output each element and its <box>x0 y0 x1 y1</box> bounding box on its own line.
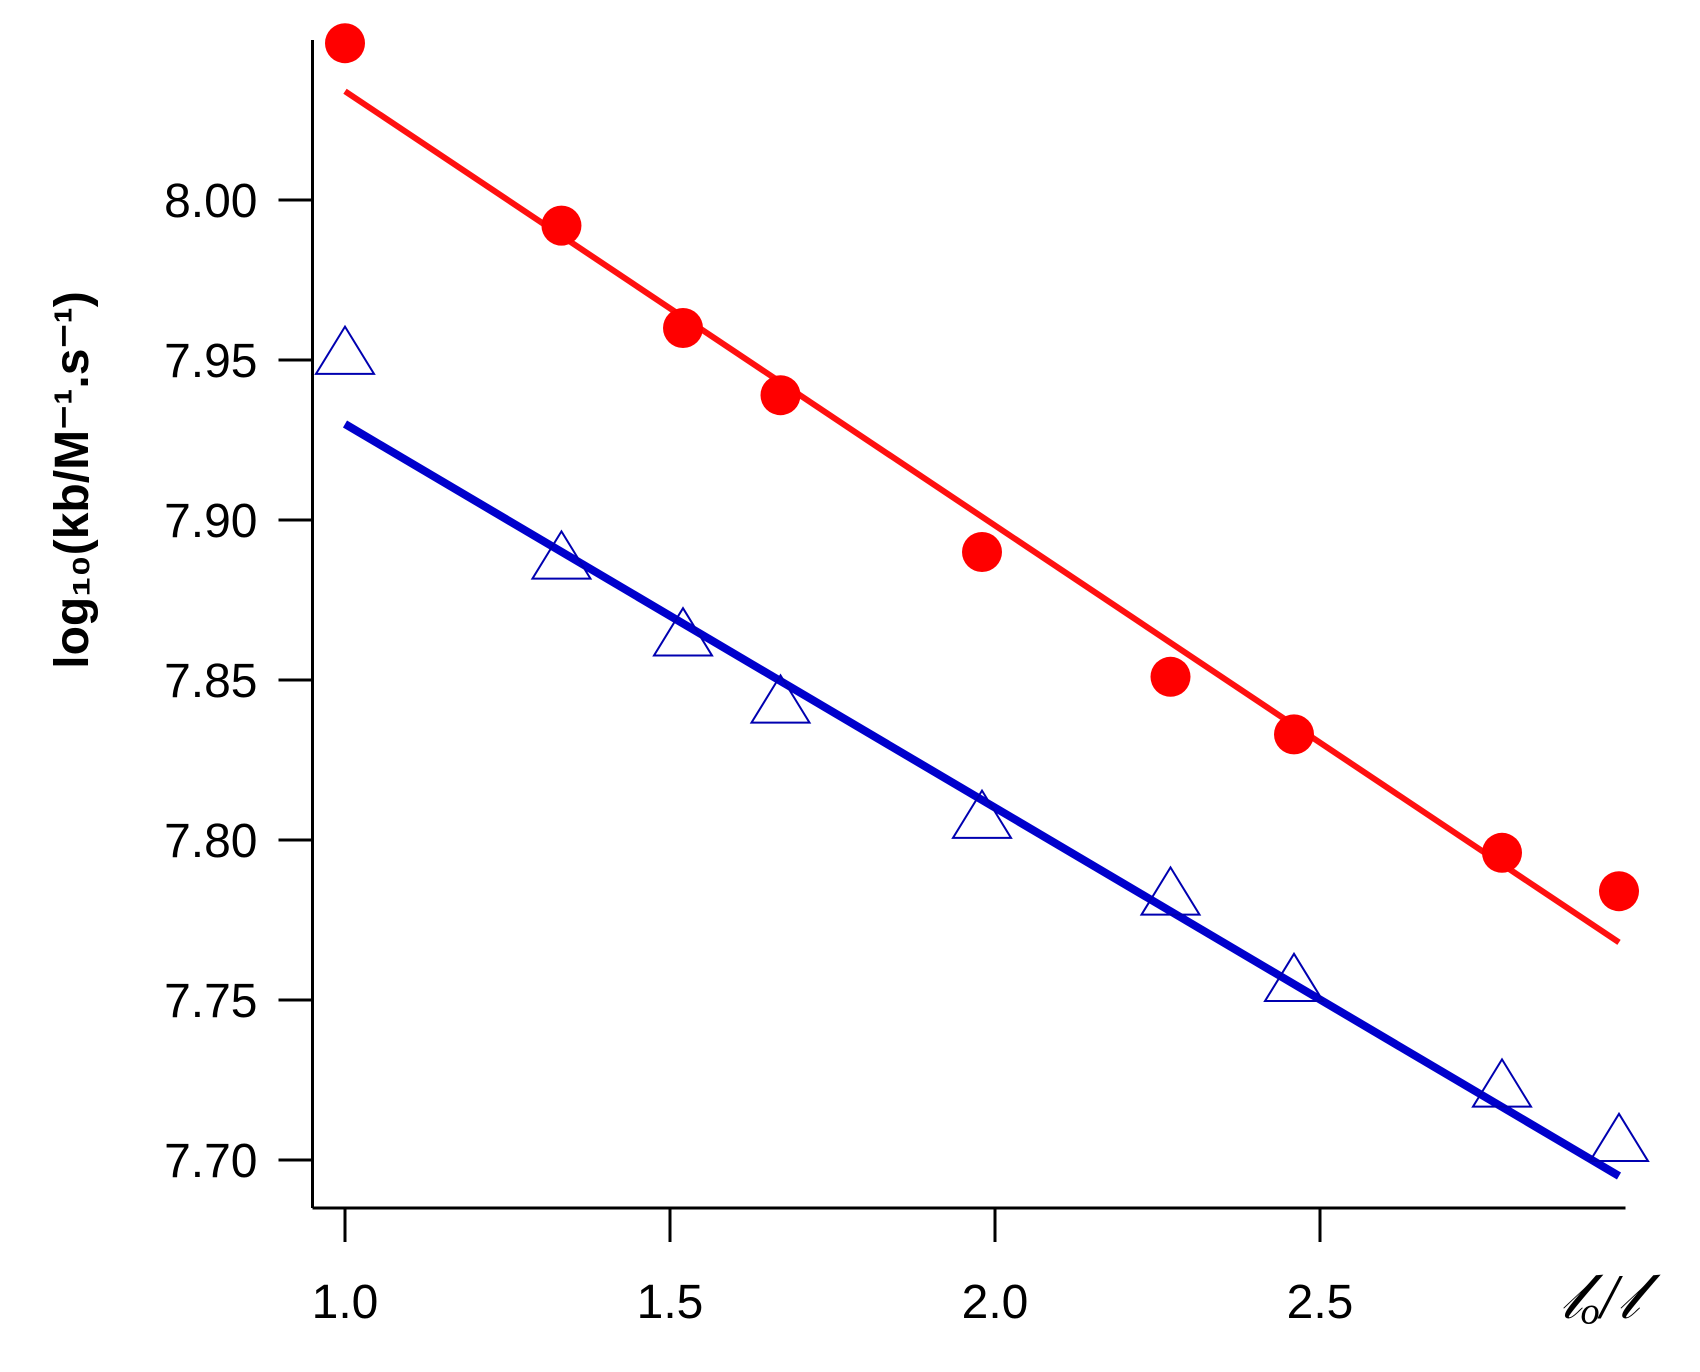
y-tick-label: 7.70 <box>164 1135 257 1188</box>
fit-lines <box>342 88 1622 1180</box>
data-point-circle <box>663 308 703 348</box>
data-point-triangle <box>951 788 1013 839</box>
data-points <box>314 23 1650 1163</box>
x-tick-label: 1.0 <box>312 1276 379 1329</box>
tick-marks <box>278 198 1322 1242</box>
axes <box>311 40 1626 1210</box>
data-point-triangle <box>749 673 812 724</box>
fit-line-1 <box>343 88 1621 945</box>
data-point-triangle <box>314 324 376 375</box>
tick-labels: 1.0 1.5 2.0 2.5 7.70 7.75 7.80 7.85 7.90 7.95 8.00 <box>164 175 1353 1329</box>
data-point-triangle <box>652 606 714 657</box>
data-point-circle <box>1599 871 1639 912</box>
data-point-triangle <box>1139 865 1202 916</box>
fit-line-2 <box>342 420 1622 1180</box>
y-axis-label: log₁₀(kb/M⁻¹.s⁻¹) <box>46 291 99 668</box>
y-tick-label: 7.75 <box>164 975 257 1028</box>
x-tick-label: 2.5 <box>1287 1276 1354 1329</box>
data-point-circle <box>325 23 365 64</box>
y-tick-label: 7.90 <box>164 495 257 548</box>
data-point-circle <box>1482 832 1522 873</box>
y-tick-label: 7.85 <box>164 655 257 708</box>
data-point-circle <box>760 375 801 416</box>
data-point-circle <box>1274 714 1314 755</box>
x-tick-label: 2.0 <box>962 1276 1029 1329</box>
x-axis-label: 𝓁ₒ/𝓁 <box>1561 1261 1661 1332</box>
y-tick-label: 7.95 <box>164 335 257 388</box>
y-tick-label: 7.80 <box>164 815 257 868</box>
data-point-circle <box>962 532 1002 572</box>
data-point-circle <box>541 205 582 246</box>
y-tick-label: 8.00 <box>164 175 257 228</box>
y-axis-label-text: log₁₀(kb/M⁻¹.s⁻¹) <box>46 291 99 668</box>
data-point-triangle <box>530 529 593 580</box>
data-point-circle <box>1150 656 1191 697</box>
data-point-triangle <box>1588 1111 1650 1163</box>
x-tick-label: 1.5 <box>637 1276 704 1329</box>
data-point-triangle <box>1471 1057 1533 1108</box>
data-point-triangle <box>1263 951 1325 1003</box>
